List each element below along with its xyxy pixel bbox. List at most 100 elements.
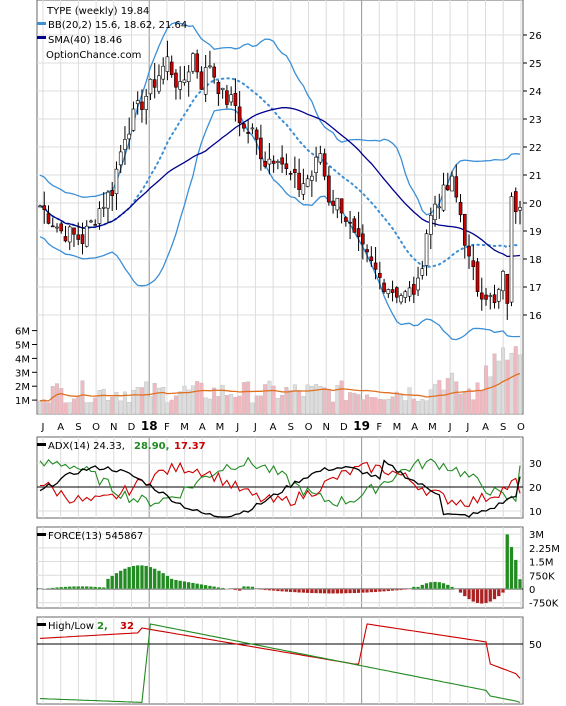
volume-bar-76: [360, 399, 365, 415]
volume-bar-99: [458, 393, 463, 415]
candle-body-27: [152, 79, 157, 88]
force-bar-42: [216, 587, 221, 590]
volume-bar-28: [156, 387, 161, 415]
price-ytick-label-6: 22: [529, 143, 542, 154]
candle-body-33: [178, 81, 182, 90]
volume-bar-111: [509, 353, 514, 415]
volume-bar-73: [348, 392, 353, 415]
volume-bar-5: [59, 388, 64, 415]
force-bar-72: [343, 588, 348, 594]
candle-body-66: [318, 153, 323, 163]
hl-ytick-label-0: 50: [529, 640, 542, 651]
candle-body-32: [174, 72, 178, 88]
force-bar-8: [72, 586, 76, 590]
volume-bar-50: [250, 402, 255, 415]
candle-body-7: [67, 226, 72, 243]
price-ytick-label-1: 17: [529, 283, 542, 294]
candle-body-77: [365, 249, 369, 253]
bb-lower-band: [39, 108, 521, 341]
force-bar-110: [505, 533, 510, 590]
adx-legend-label: ADX(14) 24.33,: [48, 441, 125, 452]
force-bar-75: [356, 588, 361, 594]
volume-bar-4: [54, 383, 59, 415]
candle-body-65: [314, 156, 318, 173]
candle-body-25: [144, 95, 148, 110]
candle-body-30: [165, 56, 170, 72]
candle-body-19: [118, 151, 123, 166]
candle-body-78: [369, 256, 374, 261]
force-bar-17: [110, 575, 115, 590]
candle-body-71: [339, 198, 344, 214]
volume-bar-1: [42, 399, 47, 415]
force-bar-49: [246, 586, 251, 590]
price-ytick-label-2: 18: [529, 255, 542, 266]
volume-bar-13: [93, 397, 98, 415]
x-tick-label-1: A: [57, 422, 64, 433]
volume-bar-8: [71, 398, 76, 415]
candle-body-54: [267, 158, 272, 165]
vol-ytick-label-2: 3M: [15, 368, 30, 379]
volume-bar-32: [173, 395, 178, 415]
candle-body-95: [441, 184, 446, 211]
candle-body-50: [250, 127, 255, 130]
candle-body-34: [182, 79, 187, 83]
volume-bar-41: [212, 387, 217, 415]
force-bar-7: [67, 586, 72, 590]
volume-bar-102: [471, 399, 476, 415]
candle-body-23: [135, 100, 140, 104]
candle-body-70: [335, 197, 340, 211]
force-bar-108: [496, 588, 501, 597]
volume-bar-72: [343, 400, 348, 415]
minus-di-line: [40, 461, 521, 508]
force-bar-24: [139, 565, 144, 590]
candle-body-31: [169, 61, 174, 76]
volume-bar-104: [479, 390, 484, 415]
force-bar-96: [445, 584, 450, 590]
force-bar-101: [467, 588, 471, 600]
x-tick-label-7: F: [164, 422, 170, 433]
force-bar-22: [131, 565, 136, 590]
force-bar-13: [93, 586, 98, 590]
candle-body-37: [195, 53, 199, 73]
volume-bar-77: [365, 394, 370, 415]
candle-body-108: [496, 289, 501, 302]
volume-bar-82: [386, 398, 391, 415]
force-bar-67: [322, 588, 327, 594]
force-bar-32: [173, 579, 178, 590]
candle-body-35: [186, 71, 191, 82]
force-frame: [36, 526, 524, 609]
candle-body-62: [301, 183, 306, 195]
force-bar-28: [156, 570, 161, 590]
force-bar-31: [169, 578, 174, 590]
candle-body-49: [246, 131, 250, 134]
sma-legend-label: SMA(40) 18.46: [48, 35, 122, 46]
volume-bar-75: [356, 394, 361, 415]
candle-body-109: [501, 271, 505, 292]
volume-bar-45: [229, 394, 234, 415]
volume-bar-85: [399, 395, 404, 415]
candle-body-112: [513, 191, 518, 213]
force-bar-65: [314, 588, 319, 594]
volume-bar-95: [441, 389, 446, 415]
force-bar-74: [352, 588, 357, 594]
volume-bar-7: [67, 402, 72, 415]
candle-body-102: [471, 260, 476, 267]
candle-body-56: [276, 161, 280, 163]
candle-body-45: [229, 94, 233, 103]
price-ytick-label-4: 20: [529, 199, 542, 210]
volume-bar-58: [284, 387, 289, 415]
candle-body-26: [148, 78, 153, 95]
volume-bar-0: [38, 400, 43, 415]
candle-body-17: [110, 190, 115, 197]
volume-bar-84: [394, 391, 399, 415]
adx-line: [39, 459, 521, 518]
candle-body-21: [127, 133, 132, 140]
volume-bar-98: [454, 381, 459, 415]
force-bar-70: [335, 588, 340, 594]
force-bar-90: [420, 584, 425, 590]
force-bar-16: [106, 578, 110, 590]
x-tick-label-2: S: [75, 422, 81, 433]
force-bar-35: [186, 581, 191, 590]
candle-body-58: [284, 163, 289, 169]
volume-bar-60: [292, 384, 297, 415]
